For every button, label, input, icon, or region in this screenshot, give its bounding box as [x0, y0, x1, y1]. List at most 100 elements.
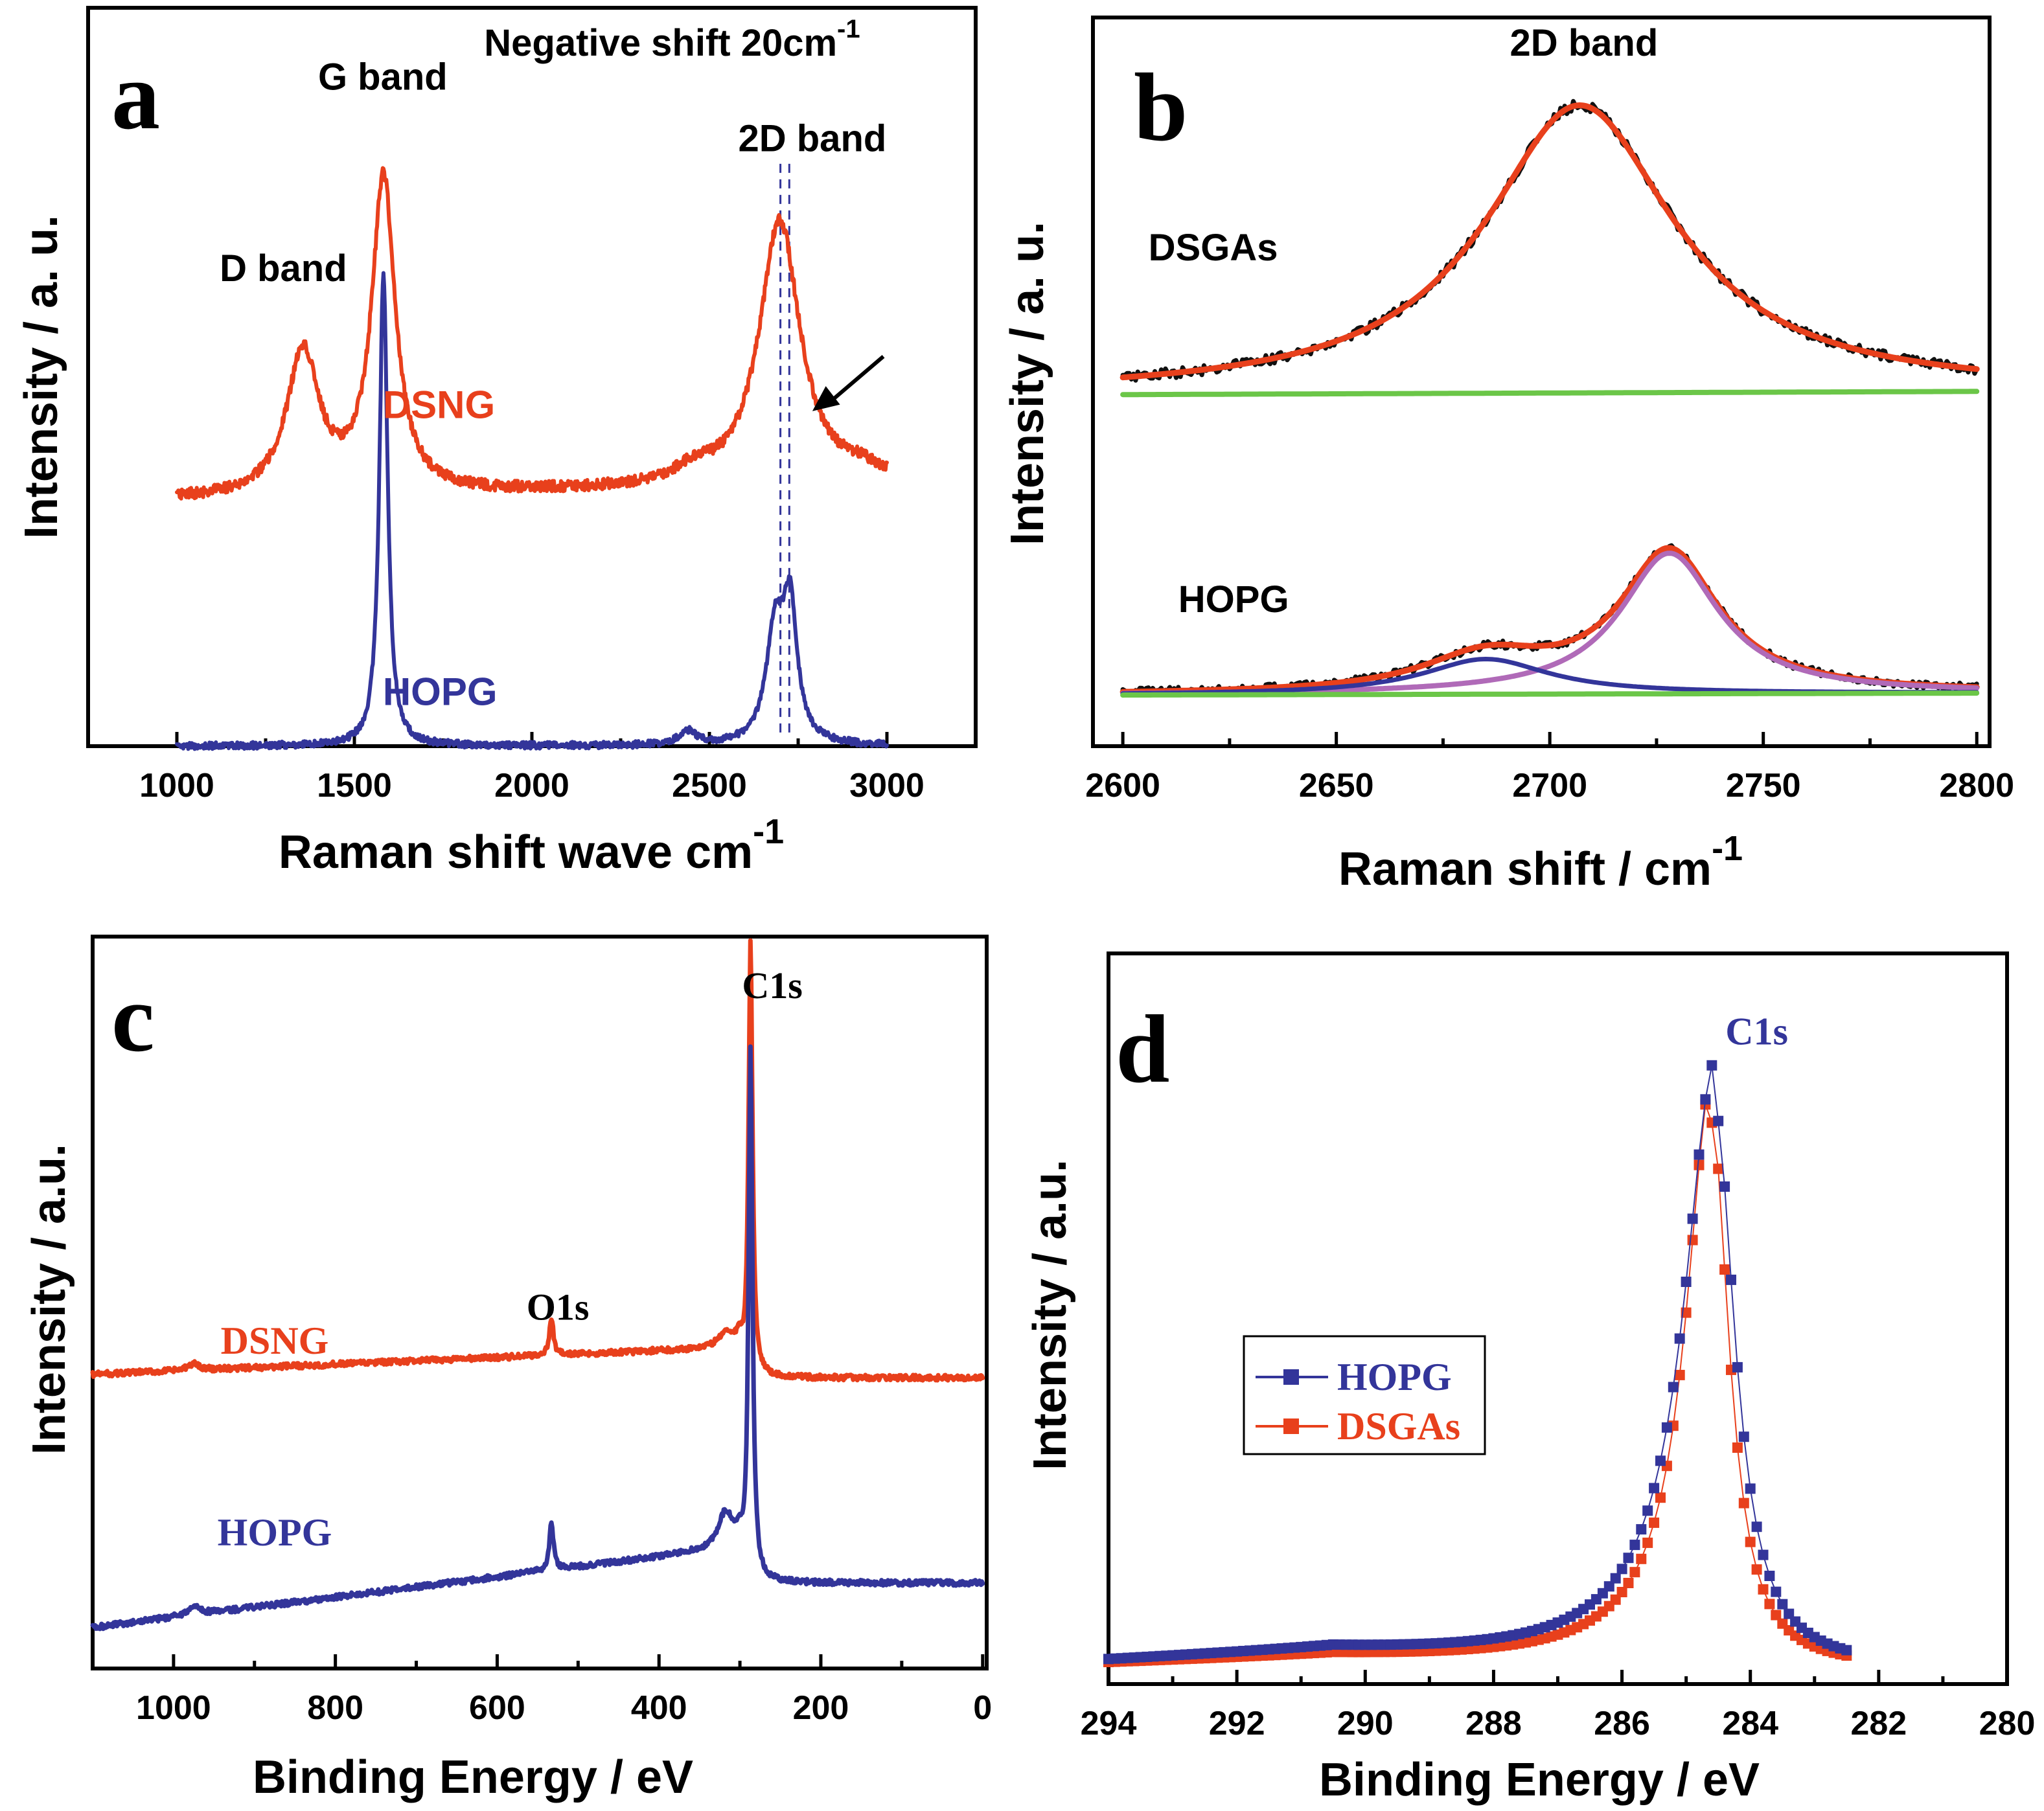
data-point: [1642, 1537, 1653, 1548]
data-point: [1687, 1213, 1698, 1224]
panel-b-x-axis: 2600 2650 2700 2750 2800: [1085, 732, 2014, 804]
annotation-c1s: C1s: [742, 964, 802, 1007]
annotation-negative-shift-20cm: Negative shift 20cm-1: [484, 15, 860, 64]
panel-d: 294 292 290 288 286 284 282 280 C1s HOPG DSGAs d…: [1024, 951, 2036, 1806]
series-hopg: [1103, 1060, 1852, 1665]
panel-a-y-axis-title: Intensity / a. u.: [16, 215, 67, 539]
annotation-hopg: HOPG: [383, 670, 498, 714]
data-point: [1623, 1553, 1634, 1564]
panel-a-annotations: D band G band 2D band Negative shift 20cm-1…: [220, 15, 886, 714]
data-point: [1719, 1264, 1730, 1275]
data-point: [1655, 1455, 1666, 1466]
series-dsng: [175, 166, 889, 501]
data-point: [1603, 1581, 1614, 1592]
x-tick-label: 282: [1850, 1705, 1907, 1742]
panel-a-x-axis-title: Raman shift wave cm-1: [279, 812, 784, 878]
annotation-dsng: DSNG: [221, 1319, 329, 1362]
data-point: [1642, 1505, 1653, 1516]
data-point: [1629, 1567, 1640, 1578]
panel-c-annotations: C1s O1s DSNG HOPG: [218, 964, 803, 1554]
data-point: [1636, 1524, 1647, 1535]
x-tick-label: 400: [631, 1689, 687, 1727]
panel-d-x-axis: 294 292 290 288 286 284 282 280: [1081, 1670, 2036, 1742]
annotation-g-band: G band: [318, 56, 448, 98]
legend-label-hopg: HOPG: [1337, 1356, 1452, 1398]
panel-a-traces: [175, 166, 889, 751]
annotation-2d-band: 2D band: [739, 118, 887, 160]
panel-b-label: b: [1134, 54, 1188, 161]
panel-b-traces: [1120, 98, 1980, 698]
data-point: [1771, 1610, 1782, 1621]
series-hopg: [90, 1044, 985, 1632]
arrow-head: [812, 386, 840, 411]
x-tick-label: 290: [1337, 1705, 1394, 1742]
x-tick-label: 2800: [1939, 767, 2014, 804]
series-hopg-baseline: [1120, 690, 1980, 698]
x-tick-label: 600: [469, 1689, 525, 1727]
x-tick-label: 2600: [1085, 767, 1160, 804]
panel-c-frame: [91, 935, 989, 1670]
x-tick-label: 1000: [139, 767, 214, 804]
x-tick-label: 292: [1209, 1705, 1265, 1742]
panel-a: 1000 1500 2000 2500 3000 D band G band 2D band…: [16, 6, 978, 878]
annotation-d-band: D band: [220, 247, 347, 290]
data-point: [1732, 1442, 1743, 1453]
data-point: [1751, 1521, 1762, 1532]
legend-marker: [1283, 1418, 1299, 1434]
x-tick-label: 200: [793, 1689, 849, 1727]
data-point: [1751, 1564, 1762, 1575]
data-point: [1629, 1540, 1640, 1551]
annotation-2d-band: 2D band: [1510, 22, 1658, 64]
data-point: [1649, 1517, 1660, 1528]
data-point: [1713, 1115, 1724, 1126]
panel-c: 1000 800 600 400 200 0 C1s O1s DSNG HOPG c Bindi…: [23, 935, 992, 1803]
data-point: [1694, 1159, 1705, 1170]
annotation-o1s: O1s: [527, 1286, 590, 1328]
annotation-hopg: HOPG: [1178, 578, 1289, 621]
data-point: [1636, 1553, 1647, 1564]
data-point: [1764, 1571, 1775, 1581]
series-dsgas-fit: [1120, 102, 1980, 381]
panel-d-frame: [1107, 951, 2009, 1686]
data-point: [1732, 1361, 1743, 1372]
legend-box: [1243, 1335, 1486, 1455]
data-point: [1610, 1573, 1621, 1584]
data-point: [1738, 1431, 1749, 1442]
panel-d-annotations: C1s: [1725, 1010, 1788, 1053]
panel-d-y-axis-title: Intensity / a.u.: [1024, 1159, 1076, 1470]
x-tick-label: 288: [1465, 1705, 1522, 1742]
x-tick-label: 800: [307, 1689, 363, 1727]
panel-a-label: a: [111, 42, 160, 150]
data-point: [1745, 1483, 1756, 1494]
data-point: [1745, 1536, 1756, 1547]
data-point: [1700, 1094, 1711, 1105]
x-tick-label: 2700: [1512, 767, 1587, 804]
x-tick-label: 280: [1979, 1705, 2036, 1742]
panel-b-annotations: 2D band DSGAs HOPG: [1149, 22, 1659, 621]
panel-d-legend: HOPG DSGAs: [1243, 1335, 1486, 1455]
data-point: [1771, 1586, 1782, 1597]
x-tick-label: 3000: [849, 767, 924, 804]
arrow-shaft: [823, 355, 885, 408]
data-point: [1623, 1578, 1634, 1588]
panel-c-label: c: [111, 964, 155, 1072]
data-point: [1655, 1492, 1666, 1503]
annotation-dsgas: DSGAs: [1149, 227, 1278, 269]
x-tick-label: 286: [1594, 1705, 1650, 1742]
data-point: [1661, 1422, 1672, 1433]
data-point: [1674, 1333, 1685, 1344]
panel-d-x-axis-title: Binding Energy / eV: [1319, 1754, 1760, 1806]
panel-b-x-axis-title: Raman shift / cm-1: [1338, 829, 1743, 895]
data-point: [1726, 1274, 1736, 1285]
data-point: [1681, 1277, 1692, 1287]
data-point: [1687, 1235, 1698, 1246]
data-point: [1616, 1564, 1627, 1575]
annotation-c1s: C1s: [1725, 1010, 1788, 1053]
panel-c-traces: [90, 938, 985, 1632]
panel-d-label: d: [1116, 996, 1169, 1103]
panel-d-traces: [1103, 1060, 1852, 1667]
data-point: [1694, 1149, 1705, 1160]
x-tick-label: 1000: [136, 1689, 211, 1727]
